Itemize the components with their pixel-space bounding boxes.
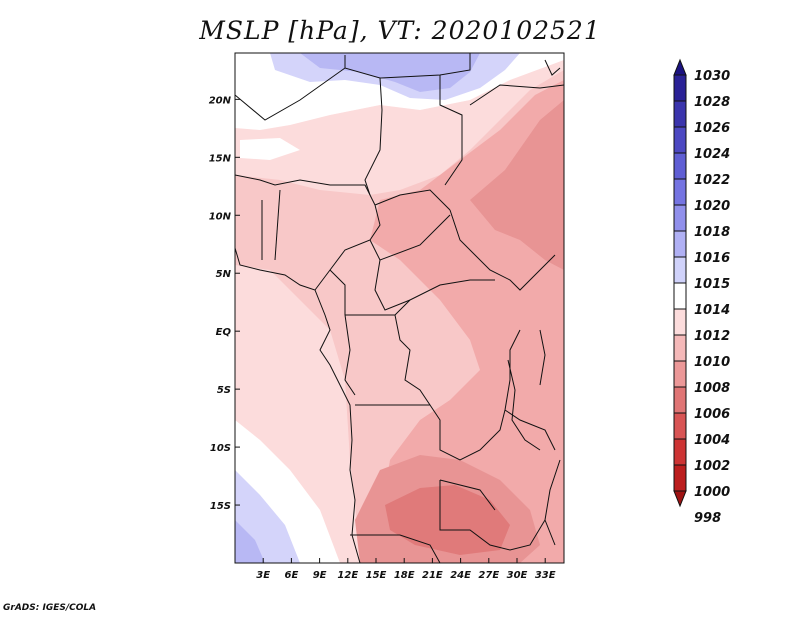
lon-tick-label: 33E: [535, 570, 556, 581]
colorbar-swatch: [673, 74, 687, 102]
colorbar-swatch: [673, 464, 687, 492]
lon-tick-label: 9E: [313, 570, 327, 581]
lon-tick-label: 3E: [256, 570, 270, 581]
country-borders: [235, 53, 564, 563]
field-red-northeast: [470, 100, 564, 270]
page-title: MSLP [hPa], VT: 2020102521: [199, 16, 601, 45]
colorbar-label: 1028: [694, 95, 730, 110]
colorbar-swatch: [673, 152, 687, 180]
lon-tick-label: 21E: [422, 570, 443, 581]
colorbar-label: 1030: [694, 69, 730, 84]
colorbar-label: 1015: [694, 277, 730, 292]
colorbar-swatch: [673, 438, 687, 466]
lon-tick-label: 30E: [507, 570, 528, 581]
colorbar-label: 1006: [694, 407, 730, 422]
colorbar-swatch: [673, 386, 687, 414]
lat-tick-label: EQ: [216, 327, 232, 338]
colorbar-swatch: [673, 100, 687, 128]
lat-tick-label: 5N: [216, 269, 232, 280]
lat-tick-label: 20N: [209, 95, 232, 106]
lon-tick-label: 27E: [478, 570, 499, 581]
footer-credit: GrADS: IGES/COLA: [3, 603, 97, 613]
lon-tick-label: 18E: [394, 570, 415, 581]
colorbar-label: 1014: [694, 303, 730, 318]
colorbar-label: 1026: [694, 121, 730, 136]
colorbar-swatch: [673, 230, 687, 258]
colorbar-label: 1018: [694, 225, 730, 240]
colorbar-label: 1012: [694, 329, 730, 344]
colorbar-swatch: [673, 308, 687, 336]
map-frame: [234, 52, 565, 564]
lat-tick-label: 15N: [209, 153, 232, 164]
colorbar-swatch: [673, 126, 687, 154]
lon-tick-label: 6E: [285, 570, 299, 581]
colorbar-swatch: [673, 282, 687, 310]
colorbar-swatch: [673, 204, 687, 232]
lat-tick-label: 15S: [210, 501, 231, 512]
colorbar-top-arrow: [673, 58, 687, 76]
colorbar-label: 1000: [694, 485, 730, 500]
field-blue-southwest-core: [235, 520, 265, 563]
lon-tick-label: 12E: [337, 570, 358, 581]
lon-tick-label: 24E: [450, 570, 471, 581]
colorbar-swatch: [673, 334, 687, 362]
lat-tick-label: 10S: [210, 443, 231, 454]
colorbar-label: 1010: [694, 355, 730, 370]
colorbar-label: 1024: [694, 147, 730, 162]
longitude-axis: 3E 6E 9E 12E 15E 18E 21E 24E 27E 30E 33E: [256, 558, 556, 581]
colorbar-swatch: [673, 178, 687, 206]
colorbar-label: 1016: [694, 251, 730, 266]
latitude-axis: 20N 15N 10N 5N EQ 5S 10S 15S: [209, 95, 240, 512]
colorbar-label: 998: [694, 511, 721, 526]
lat-tick-label: 5S: [217, 385, 231, 396]
colorbar-label: 1020: [694, 199, 730, 214]
colorbar-bottom-arrow: [673, 490, 687, 508]
field-red-core: [385, 485, 510, 555]
colorbar-swatch: [673, 256, 687, 284]
field-white-patch-1: [240, 138, 300, 160]
colorbar-label: 1004: [694, 433, 730, 448]
colorbar-label: 1022: [694, 173, 730, 188]
colorbar-swatch: [673, 360, 687, 388]
colorbar-label: 1002: [694, 459, 730, 474]
lon-tick-label: 15E: [366, 570, 387, 581]
colorbar-swatch: [673, 412, 687, 440]
pressure-field: [235, 53, 564, 563]
colorbar: 1030 1028 1026 1024 1022 1020 1018 1016 1015 1014…: [673, 58, 730, 526]
coastline: [235, 59, 561, 563]
lat-tick-label: 10N: [209, 211, 232, 222]
colorbar-label: 1008: [694, 381, 730, 396]
